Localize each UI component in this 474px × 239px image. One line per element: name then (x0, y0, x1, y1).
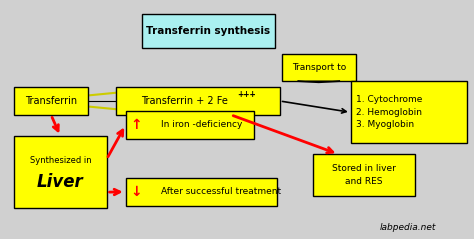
Text: 1. Cytochrome
2. Hemoglobin
3. Myoglobin: 1. Cytochrome 2. Hemoglobin 3. Myoglobin (356, 95, 423, 129)
Text: After successful treatment: After successful treatment (161, 187, 281, 196)
FancyBboxPatch shape (313, 154, 415, 196)
Text: Transport to: Transport to (292, 63, 346, 72)
Text: In iron -deficiency: In iron -deficiency (161, 120, 243, 129)
Text: Liver: Liver (37, 173, 84, 191)
Text: ↑: ↑ (130, 118, 142, 132)
FancyBboxPatch shape (142, 14, 275, 48)
Text: Stored in liver
and RES: Stored in liver and RES (332, 164, 396, 186)
Text: Transferrin + 2 Fe: Transferrin + 2 Fe (141, 96, 228, 106)
Polygon shape (298, 81, 340, 82)
FancyBboxPatch shape (14, 87, 88, 115)
FancyBboxPatch shape (351, 81, 467, 143)
Text: Synthesized in: Synthesized in (29, 156, 91, 165)
Text: Transferrin: Transferrin (25, 96, 77, 106)
Text: labpedia.net: labpedia.net (379, 223, 436, 232)
FancyBboxPatch shape (126, 111, 254, 139)
FancyBboxPatch shape (116, 87, 280, 115)
Text: +++: +++ (237, 90, 256, 99)
FancyBboxPatch shape (282, 54, 356, 81)
Text: Transferrin synthesis: Transferrin synthesis (146, 26, 271, 36)
Text: ↓: ↓ (130, 185, 142, 199)
FancyBboxPatch shape (126, 178, 277, 206)
FancyBboxPatch shape (14, 136, 107, 208)
